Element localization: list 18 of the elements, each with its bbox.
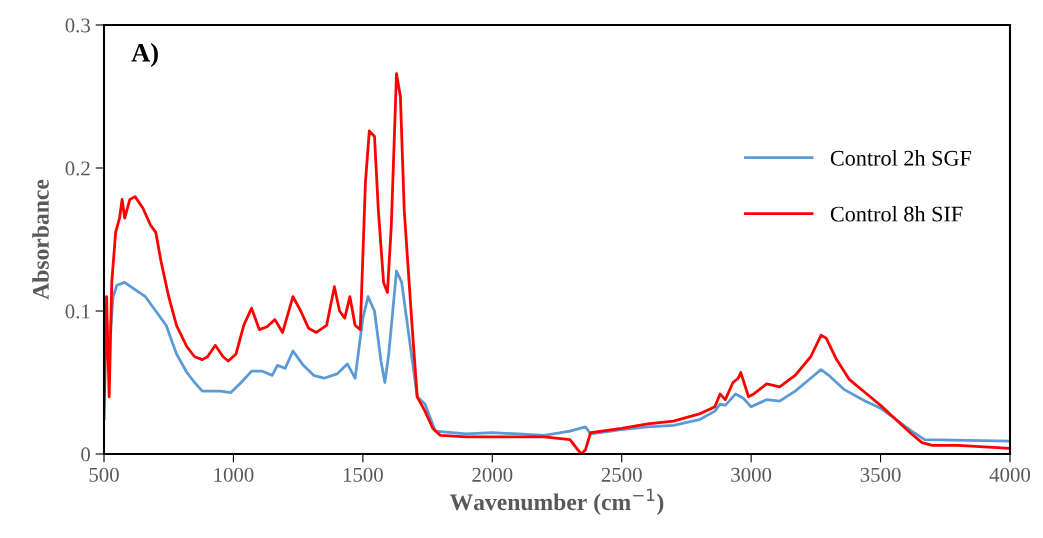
y-tick-label: 0.3 [65, 18, 90, 33]
x-tick-label: 2500 [601, 467, 642, 482]
x-tick-label: 4000 [989, 467, 1031, 482]
legend-label: Control 2h SGF [830, 150, 972, 166]
x-tick-label: 2000 [472, 467, 513, 482]
x-tick-label: 1500 [343, 467, 383, 482]
y-axis-title: Absorbance [32, 179, 49, 300]
line-series [109, 269, 1010, 443]
x-axis-title: Wavenumber (cm$^{−1}$) [449, 488, 664, 515]
legend-label: Control 8h SIF [830, 205, 963, 222]
y-tick-label: 0.2 [65, 161, 90, 176]
x-tick-label: 3500 [860, 467, 901, 482]
x-tick-label: 1000 [214, 467, 254, 482]
text: A) [131, 43, 158, 67]
y-tick-label: 0 [81, 447, 91, 462]
x-tick-label: 3000 [731, 467, 772, 482]
x-tick-label: 500 [89, 467, 119, 482]
y-tick-label: 0.1 [65, 304, 90, 319]
